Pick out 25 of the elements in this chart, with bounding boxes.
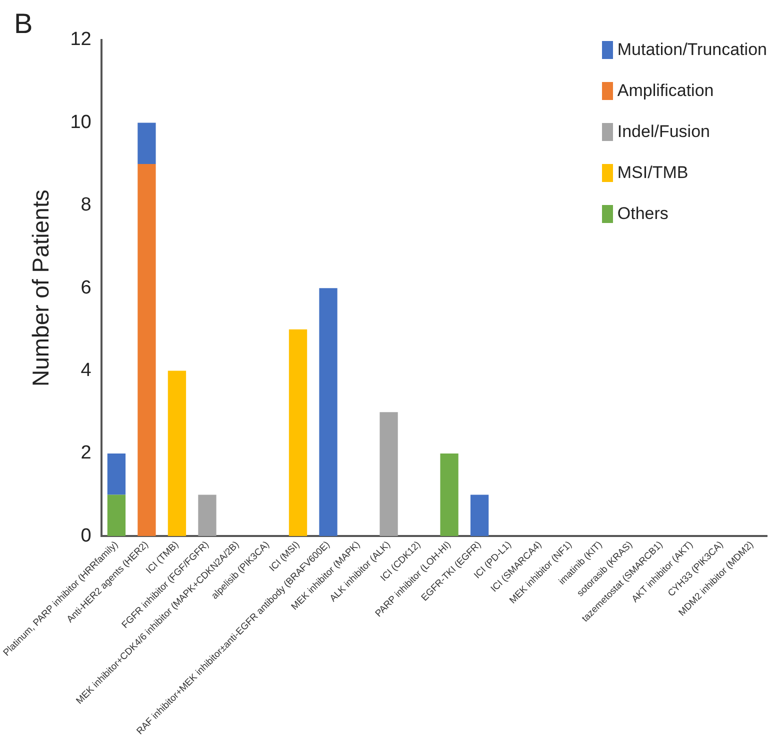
text: B xyxy=(14,8,33,40)
bar xyxy=(440,453,458,536)
bar xyxy=(470,494,489,536)
y-tick-label: 8 xyxy=(80,194,92,216)
y-tick-label: 6 xyxy=(80,277,92,298)
bar xyxy=(380,412,398,536)
y-tick-label: 10 xyxy=(70,112,92,133)
y-tick-label: 0 xyxy=(80,525,92,546)
y-axis-title: Number of Patients xyxy=(28,190,54,387)
y-tick-label: 12 xyxy=(70,29,92,50)
bar xyxy=(288,329,308,536)
bar xyxy=(168,370,186,536)
legend-label: MSI/TMB xyxy=(617,163,688,183)
legend-label: Mutation/Truncation xyxy=(617,40,767,60)
bar xyxy=(138,122,156,164)
y-tick-label: 4 xyxy=(80,360,92,381)
legend-label: Indel/Fusion xyxy=(617,122,710,142)
bar xyxy=(319,288,338,536)
bar xyxy=(138,164,156,536)
legend-label: Amplification xyxy=(617,81,714,101)
y-tick-label: 2 xyxy=(80,442,92,464)
legend-label: Others xyxy=(617,204,668,224)
bar xyxy=(107,453,126,495)
bar xyxy=(198,494,216,536)
bar xyxy=(107,494,126,536)
